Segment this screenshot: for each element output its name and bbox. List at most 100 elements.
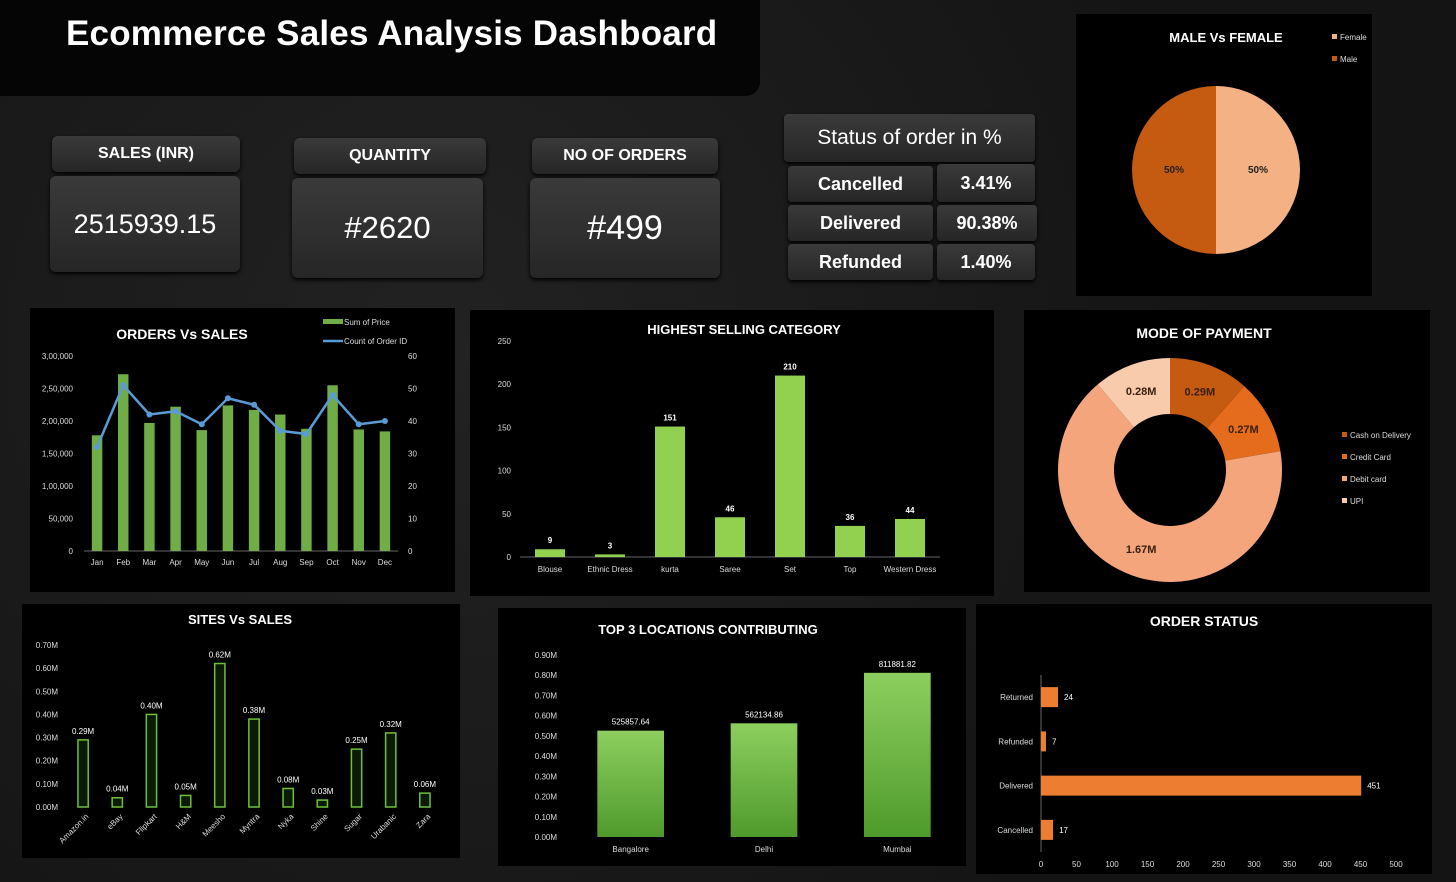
y-tick: 0.20M (535, 793, 558, 802)
chart-title: MODE OF PAYMENT (1136, 325, 1272, 341)
x-tick: 300 (1247, 860, 1261, 869)
orders-kpi-label: NO OF ORDERS (532, 138, 718, 174)
y-tick: 0.50M (535, 732, 558, 741)
bar-label-flipkart: 0.40M (140, 701, 163, 710)
legend-swatch-price (323, 319, 343, 324)
y-tick: 0.00M (36, 803, 59, 812)
y-tick: 0.70M (535, 691, 558, 700)
bar-label-mumbai: 811881.82 (879, 660, 917, 669)
y-tick: 0.40M (36, 710, 59, 719)
x-tick: 400 (1318, 860, 1332, 869)
legend-swatch-male (1332, 56, 1337, 61)
bar-label-zara: 0.06M (414, 780, 437, 789)
y-tick-delivered: Delivered (999, 782, 1033, 791)
orders-kpi-value: #499 (530, 178, 720, 278)
bar-kurta (655, 426, 685, 557)
bar-shine (316, 799, 329, 808)
x-tick-ethnic-dress: Ethnic Dress (587, 565, 632, 574)
x-tick: 350 (1283, 860, 1297, 869)
y-right-tick: 0 (408, 547, 413, 556)
y-right-tick: 20 (408, 482, 417, 491)
orders-point-jan (94, 444, 101, 450)
legend-swatch-debit-card (1342, 476, 1347, 481)
y-right-tick: 40 (408, 417, 417, 426)
legend-label-credit-card: Credit Card (1350, 453, 1391, 462)
legend-label-cash-on-delivery: Cash on Delivery (1350, 431, 1411, 440)
x-tick-h-m: H&M (174, 812, 193, 831)
payment-panel: MODE OF PAYMENT 0.29M 0.27M 1.67M 0.28M Cash … (1024, 310, 1430, 592)
orders-point-nov (355, 421, 362, 428)
pie-label: 50% (1248, 165, 1268, 176)
orders-point-dec (381, 418, 388, 424)
bar-label-refunded: 7 (1052, 737, 1057, 746)
y-tick-cancelled: Cancelled (997, 826, 1033, 835)
bar-jan (91, 435, 103, 551)
orders-point-sep (303, 431, 310, 437)
bar-ebay (111, 796, 124, 808)
x-tick-mumbai: Mumbai (883, 845, 912, 854)
y-tick: 50 (502, 510, 511, 519)
y-tick: 250 (498, 337, 512, 346)
x-tick-blouse: Blouse (538, 565, 563, 574)
title-panel: Ecommerce Sales Analysis Dashboard (0, 0, 760, 96)
bar-aug (275, 414, 286, 551)
x-tick-ebay: eBay (105, 812, 124, 831)
bar-label-amazon-in: 0.29M (72, 727, 95, 736)
x-tick: 50 (1072, 860, 1081, 869)
legend-label-upi: UPI (1350, 497, 1363, 506)
bar-set (775, 375, 805, 557)
gender-chart-panel: MALE Vs FEMALE Female Male 50% 50% (1076, 14, 1372, 296)
bar-flipkart (145, 713, 158, 808)
y-right-tick: 30 (408, 450, 417, 459)
x-tick-delhi: Delhi (755, 845, 773, 854)
y-tick: 100 (498, 467, 512, 476)
category-chart: HIGHEST SELLING CATEGORY 0 50 100 150 200 250 9… (498, 322, 940, 574)
x-tick-jul: Jul (249, 558, 259, 567)
bar-h-m (179, 794, 192, 808)
bar-meesho (213, 662, 226, 808)
x-tick-shine: Shine (309, 812, 330, 833)
bar-saree (715, 517, 745, 557)
status-value-refunded: 1.40% (937, 244, 1035, 280)
status-value-delivered: 90.38% (937, 205, 1037, 241)
quantity-kpi-label: QUANTITY (294, 138, 486, 174)
bar-label-delivered: 451 (1367, 782, 1381, 791)
x-tick-kurta: kurta (661, 565, 679, 574)
donut-slice-credit-card (1207, 386, 1281, 461)
y-tick-refunded: Refunded (998, 737, 1033, 746)
legend-label-male: Male (1340, 55, 1358, 64)
sales-kpi-value: 2515939.15 (50, 176, 240, 272)
donut-label-upi: 0.28M (1126, 386, 1157, 398)
bar-sugar (350, 748, 363, 808)
status-label-cancelled: Cancelled (788, 166, 933, 202)
chart-title: HIGHEST SELLING CATEGORY (647, 322, 841, 337)
x-tick-meesho: Meesho (201, 812, 228, 839)
bar-label-urabanic: 0.32M (380, 720, 403, 729)
bar-label-kurta: 151 (663, 414, 677, 423)
y-tick: 0.00M (535, 833, 558, 842)
x-tick: 100 (1105, 860, 1119, 869)
chart-title: MALE Vs FEMALE (1169, 30, 1283, 45)
legend-swatch-female (1332, 34, 1337, 39)
bar-label-blouse: 9 (548, 536, 553, 545)
locations-panel: TOP 3 LOCATIONS CONTRIBUTING 0.00M 0.10M 0.… (498, 608, 966, 866)
legend-label-orders: Count of Order ID (344, 337, 407, 346)
x-tick-nyka: Nyka (276, 812, 296, 832)
bar-nyka (282, 787, 295, 808)
x-tick: 200 (1176, 860, 1190, 869)
payment-donut-chart: MODE OF PAYMENT 0.29M 0.27M 1.67M 0.28M Cash … (1058, 325, 1411, 582)
bar-label-returned: 24 (1064, 693, 1073, 702)
category-panel: HIGHEST SELLING CATEGORY 0 50 100 150 200 250 9… (470, 310, 994, 596)
status-label-delivered: Delivered (788, 205, 933, 241)
y-left-tick: 2,50,000 (42, 385, 74, 394)
bar-cancelled (1041, 819, 1054, 840)
donut-label-credit-card: 0.27M (1228, 424, 1259, 436)
donut-label-cash-on-delivery: 0.29M (1185, 386, 1216, 398)
x-tick-oct: Oct (326, 558, 339, 567)
x-tick-amazon-in: Amazon.in (57, 812, 90, 845)
x-tick-feb: Feb (116, 558, 130, 567)
x-tick-top: Top (844, 565, 857, 574)
y-tick: 150 (498, 423, 512, 432)
x-tick-bangalore: Bangalore (612, 845, 649, 854)
orders-point-may (198, 421, 205, 428)
